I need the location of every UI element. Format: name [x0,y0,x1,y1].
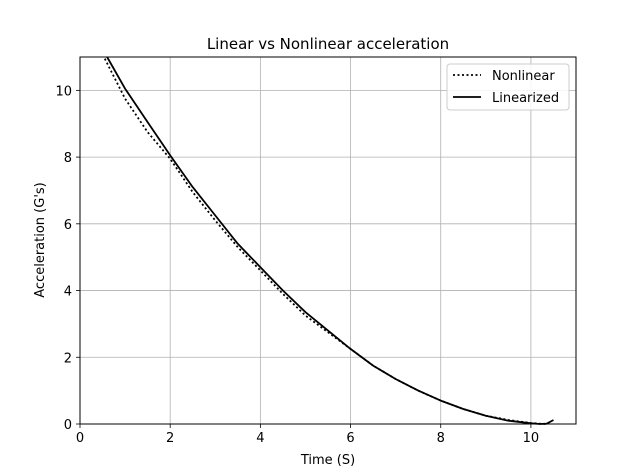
legend-label-nonlinear: Nonlinear [492,69,555,84]
y-tick-label: 6 [64,218,72,233]
x-axis-label: Time (S) [300,453,355,468]
legend-label-linearized: Linearized [492,91,559,106]
axis-ticks: 0 2 4 6 8 10 0 2 4 6 8 10 [55,84,539,446]
y-tick-label: 2 [64,351,72,366]
x-tick-label: 0 [76,431,84,446]
x-tick-label: 2 [166,431,174,446]
plot-area [79,56,577,425]
y-tick-label: 10 [55,84,72,99]
x-tick-label: 6 [346,431,354,446]
legend: Nonlinear Linearized [446,63,570,111]
plot-frame [79,56,577,425]
series-line-linearized [106,56,554,425]
grid [79,57,576,425]
chart-title: Linear vs Nonlinear acceleration [207,35,449,53]
plot-background [80,57,576,424]
y-tick-label: 0 [64,418,72,433]
y-axis-label: Acceleration (G's) [33,182,48,297]
series-layer [103,56,554,425]
y-tick-label: 4 [64,285,72,300]
x-tick-label: 10 [523,431,540,446]
y-tick-label: 8 [64,151,72,166]
x-tick-label: 4 [256,431,264,446]
x-tick-label: 8 [437,431,445,446]
